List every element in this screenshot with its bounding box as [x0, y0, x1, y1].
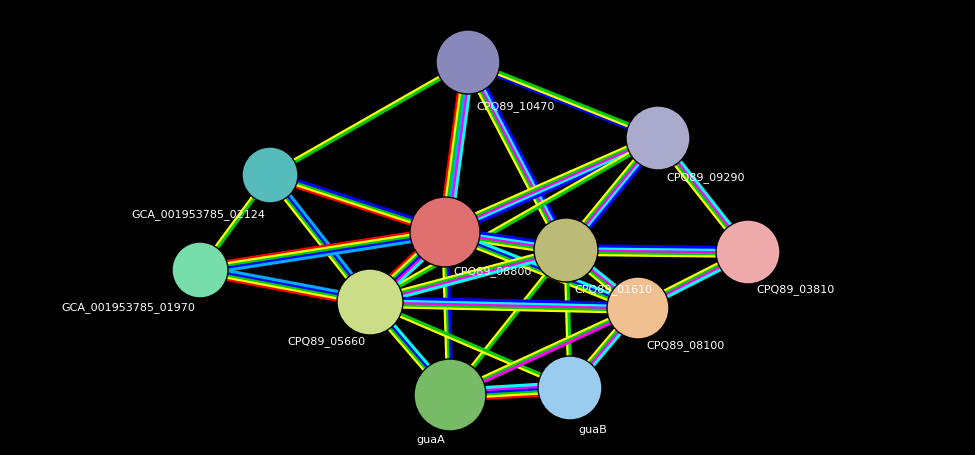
Text: guaA: guaA	[416, 435, 445, 445]
Circle shape	[172, 242, 228, 298]
Circle shape	[242, 147, 298, 203]
Circle shape	[538, 356, 602, 420]
Text: GCA_001953785_01970: GCA_001953785_01970	[61, 303, 195, 313]
Circle shape	[716, 220, 780, 284]
Text: guaB: guaB	[578, 425, 606, 435]
Circle shape	[410, 197, 480, 267]
Text: CPQ89_03810: CPQ89_03810	[756, 284, 835, 295]
Text: CPQ89_08100: CPQ89_08100	[646, 340, 724, 351]
Circle shape	[534, 218, 598, 282]
Text: GCA_001953785_02124: GCA_001953785_02124	[131, 210, 265, 221]
Circle shape	[337, 269, 403, 335]
Text: CPQ89_09290: CPQ89_09290	[666, 172, 745, 183]
Text: CPQ89_01610: CPQ89_01610	[574, 284, 652, 295]
Circle shape	[626, 106, 690, 170]
Text: CPQ89_10470: CPQ89_10470	[476, 101, 555, 112]
Circle shape	[436, 30, 500, 94]
Text: CPQ89_05660: CPQ89_05660	[287, 337, 365, 348]
Text: CPQ89_08800: CPQ89_08800	[453, 267, 531, 278]
Circle shape	[414, 359, 486, 431]
Circle shape	[607, 277, 669, 339]
